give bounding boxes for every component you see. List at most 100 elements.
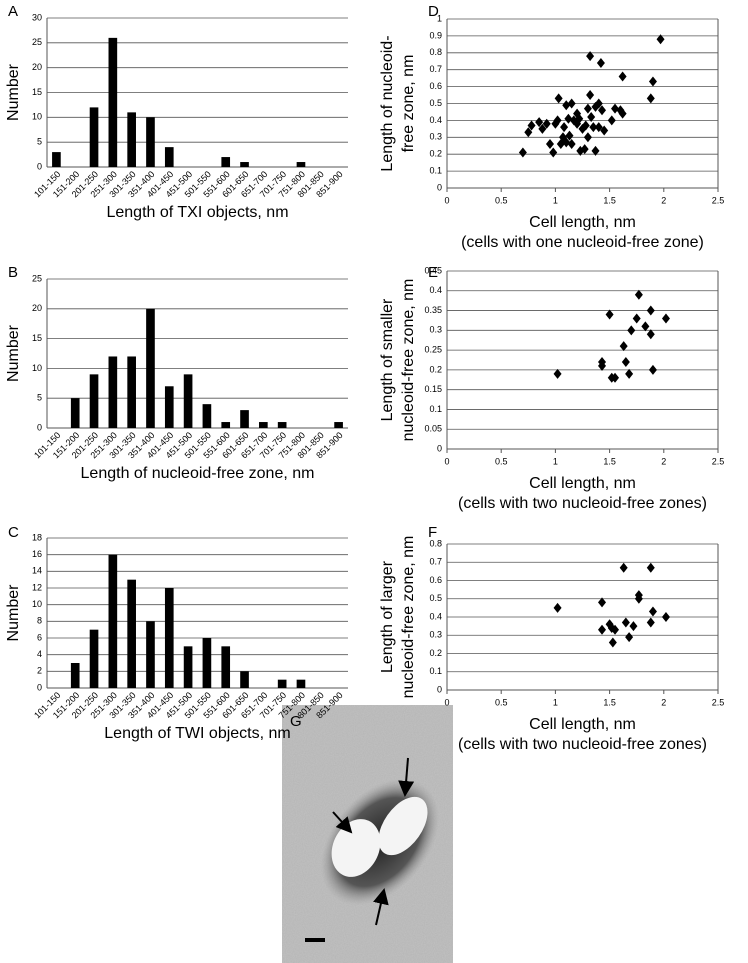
y-tick-label: 0.5 (429, 98, 442, 108)
x-axis-label: Length of TXI objects, nm (106, 204, 288, 221)
point (627, 325, 636, 336)
chart-panel: A051015202530Number101-150151-200201-250… (5, 3, 348, 221)
y-tick-label: 0.1 (429, 666, 442, 676)
bar (108, 37, 118, 167)
point (583, 132, 592, 143)
bar (127, 579, 136, 688)
y-tick-label: 10 (32, 363, 42, 373)
y-tick-label: 0.3 (429, 132, 442, 142)
point (619, 562, 628, 573)
bar (146, 621, 155, 688)
bar (221, 157, 231, 167)
y-tick-label: 0.8 (429, 538, 442, 548)
panel-letter: F (428, 524, 437, 541)
y-tick-label: 0.7 (429, 64, 442, 74)
bar (127, 112, 136, 167)
y-axis-label: Length of nucleoid- (379, 35, 396, 171)
bar (183, 646, 193, 688)
bar (164, 588, 174, 688)
y-tick-label: 20 (32, 303, 42, 313)
x-tick-label: 0.5 (495, 456, 508, 466)
bar (164, 386, 174, 428)
x-tick-label: 0.5 (495, 195, 508, 205)
point (524, 127, 533, 138)
point (562, 137, 571, 148)
point (646, 305, 655, 316)
point (625, 368, 634, 379)
point (589, 122, 598, 133)
point (549, 147, 558, 158)
point (648, 76, 657, 87)
y-axis-label: Number (5, 324, 22, 382)
point (646, 93, 655, 104)
y-tick-label: 0.6 (429, 575, 442, 585)
y-tick-label: 0.1 (429, 165, 442, 175)
y-tick-label: 0.05 (424, 424, 442, 434)
y-tick-label: 25 (32, 273, 42, 283)
point (598, 597, 607, 608)
point (581, 120, 590, 131)
point (553, 368, 562, 379)
y-axis-label: nucleoid-free zone, nm (400, 279, 417, 442)
y-tick-label: 0.8 (429, 47, 442, 57)
y-axis-label: Number (5, 584, 22, 642)
point (598, 624, 607, 635)
y-tick-label: 14 (32, 566, 42, 576)
point (587, 112, 596, 123)
x-axis-label: Cell length, nm (529, 214, 636, 231)
y-tick-label: 0.2 (429, 149, 442, 159)
panel-letter: E (428, 264, 438, 281)
y-tick-label: 0.15 (424, 384, 442, 394)
point (554, 93, 563, 104)
point (591, 145, 600, 156)
point (646, 329, 655, 340)
bar (277, 679, 287, 688)
x-axis-label: Length of TWI objects, nm (104, 725, 290, 742)
bar (108, 554, 118, 688)
point (527, 120, 536, 131)
x-axis-label: Cell length, nm (529, 475, 636, 492)
point (608, 637, 617, 648)
chart-panel: D 0 0.1 0.2 0.3 0.4 0.5 0.6 0.7 0.8 0.9 1 Length of … (379, 3, 724, 251)
y-tick-label: 0.4 (429, 115, 442, 125)
point (542, 118, 551, 129)
y-tick-label: 8 (37, 616, 42, 626)
x-axis-label: Cell length, nm (529, 716, 636, 733)
y-tick-label: 16 (32, 549, 42, 559)
x-tick-label: 0 (444, 697, 449, 707)
point (553, 115, 562, 126)
bar (202, 638, 212, 688)
point (598, 105, 607, 116)
bar (240, 162, 249, 167)
y-tick-label: 2 (37, 666, 42, 676)
y-axis-label: Length of larger (379, 560, 396, 673)
y-tick-label: 1 (437, 13, 442, 23)
point (618, 108, 627, 119)
y-tick-label: 0 (37, 682, 42, 692)
bar (89, 107, 99, 167)
bar (202, 404, 212, 428)
bar (70, 398, 80, 428)
bar (89, 629, 99, 688)
point (611, 372, 620, 383)
y-tick-label: 5 (37, 393, 42, 403)
y-tick-label: 5 (37, 137, 42, 147)
bar (240, 410, 249, 428)
y-tick-label: 20 (32, 62, 42, 72)
panel-letter: B (8, 264, 18, 281)
y-tick-label: 4 (37, 649, 42, 659)
bar (146, 308, 155, 428)
point (656, 34, 665, 45)
x-tick-label: 1 (553, 456, 558, 466)
x-tick-label: 0.5 (495, 697, 508, 707)
y-tick-label: 0 (37, 422, 42, 432)
x-tick-label: 1.5 (603, 195, 616, 205)
point (586, 51, 595, 62)
y-tick-label: 12 (32, 582, 42, 592)
y-tick-label: 10 (32, 112, 42, 122)
point (621, 356, 630, 367)
point (646, 562, 655, 573)
y-tick-label: 0.2 (429, 364, 442, 374)
y-axis-label: Length of smaller (379, 298, 396, 421)
y-tick-label: 0.7 (429, 557, 442, 567)
